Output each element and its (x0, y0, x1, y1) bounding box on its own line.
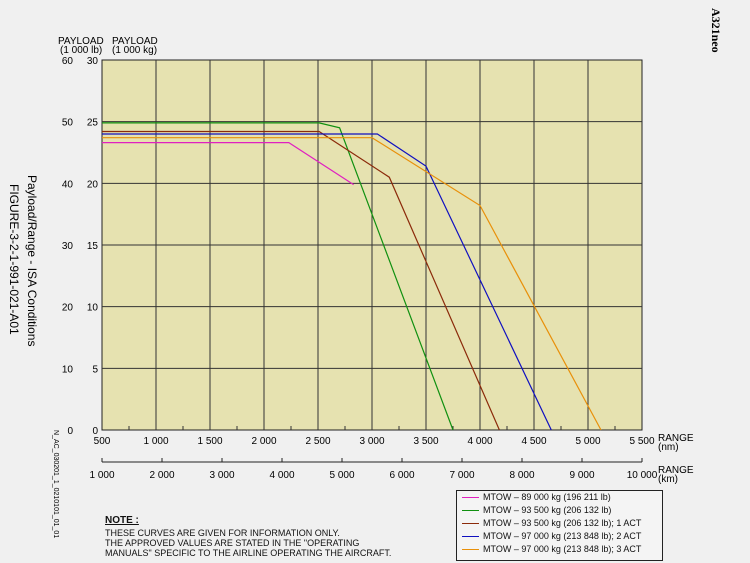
aircraft-label: A321neo (709, 8, 723, 53)
legend-label: MTOW – 89 000 kg (196 211 lb) (483, 492, 611, 502)
y-tick-label-lb: 40 (62, 179, 74, 190)
y-right-label-2: (1 000 kg) (112, 45, 157, 56)
x-label-km-1: RANGE (658, 465, 694, 476)
x-tick-label-km: 2 000 (149, 470, 174, 481)
series-line-4 (102, 133, 552, 431)
legend-swatch (462, 523, 479, 524)
x-tick-label-km: 8 000 (509, 470, 534, 481)
x-tick-label-km: 5 000 (329, 470, 354, 481)
y-tick-label-lb: 50 (62, 118, 74, 129)
document-ref: N_AC_030201_1_0210101_01_01 (52, 430, 59, 538)
km-axis: 1 000 2 000 3 000 4 000 5 000 6 000 7 000 8 000… (89, 458, 658, 481)
y-tick-label-kg: 10 (87, 303, 99, 314)
legend-label: MTOW – 93 500 kg (206 132 lb) (483, 505, 612, 515)
legend-item: MTOW – 97 000 kg (213 848 lb); 2 ACT (457, 530, 662, 543)
legend-item: MTOW – 93 500 kg (206 132 lb); 1 ACT (457, 517, 662, 530)
x-tick-label-km: 10 000 (627, 470, 658, 481)
legend: MTOW – 89 000 kg (196 211 lb) MTOW – 93 … (456, 490, 663, 561)
y-right-label-1: PAYLOAD (112, 36, 158, 47)
y-left-label-2: (1 000 lb) (60, 45, 102, 56)
legend-label: MTOW – 97 000 kg (213 848 lb); 2 ACT (483, 531, 642, 541)
note-line: THESE CURVES ARE GIVEN FOR INFORMATION O… (105, 528, 340, 538)
legend-item: MTOW – 93 500 kg (206 132 lb) (457, 504, 662, 517)
x-tick-label-km: 9 000 (569, 470, 594, 481)
y-tick-label-kg: 30 (87, 56, 99, 67)
ticks-layer: 500 1 000 1 500 2 000 2 500 3 000 3 500 4 000 4 … (62, 56, 655, 447)
legend-item: MTOW – 97 000 kg (213 848 lb); 3 ACT (457, 543, 662, 556)
x-tick-label-nm: 3 500 (413, 436, 438, 447)
series-line-1 (102, 142, 354, 186)
note-line: THE APPROVED VALUES ARE STATED IN THE "O… (105, 538, 360, 548)
x-label-nm-1: RANGE (658, 433, 694, 444)
series-line-2 (102, 122, 454, 431)
series-line-3 (102, 130, 500, 431)
note-title: NOTE : (105, 515, 139, 526)
y-left-label-1: PAYLOAD (58, 36, 104, 47)
y-tick-label-kg: 20 (87, 179, 99, 190)
note-body: THESE CURVES ARE GIVEN FOR INFORMATION O… (105, 528, 450, 558)
y-tick-label-lb: 0 (67, 426, 73, 437)
series-layer (102, 122, 602, 431)
y-tick-label-lb: 20 (62, 303, 74, 314)
legend-item: MTOW – 89 000 kg (196 211 lb) (457, 491, 662, 504)
legend-swatch (462, 549, 479, 550)
y-tick-label-lb: 30 (62, 241, 74, 252)
y-tick-label-lb: 10 (62, 364, 74, 375)
x-tick-label-nm: 5 500 (629, 436, 654, 447)
x-tick-label-nm: 500 (94, 436, 111, 447)
figure-title: Payload/Range - ISA Conditions (25, 175, 39, 346)
legend-swatch (462, 536, 479, 537)
y-tick-label-kg: 15 (87, 241, 99, 252)
x-tick-label-km: 3 000 (209, 470, 234, 481)
x-label-nm-2: (nm) (658, 442, 679, 453)
x-tick-label-nm: 3 000 (359, 436, 384, 447)
x-tick-label-km: 4 000 (269, 470, 294, 481)
series-line-5 (102, 137, 602, 431)
note-line: MANUALS" SPECIFIC TO THE AIRLINE OPERATI… (105, 548, 392, 558)
y-tick-label-kg: 5 (92, 364, 98, 375)
legend-swatch (462, 497, 479, 498)
x-tick-label-km: 1 000 (89, 470, 114, 481)
x-tick-label-km: 7 000 (449, 470, 474, 481)
x-tick-label-nm: 2 000 (251, 436, 276, 447)
x-tick-label-nm: 5 000 (575, 436, 600, 447)
x-tick-label-nm: 1 000 (143, 436, 168, 447)
y-tick-label-kg: 25 (87, 118, 99, 129)
grid (102, 60, 642, 430)
y-tick-label-kg: 0 (92, 426, 98, 437)
legend-label: MTOW – 93 500 kg (206 132 lb); 1 ACT (483, 518, 642, 528)
x-tick-label-nm: 4 000 (467, 436, 492, 447)
x-tick-label-nm: 2 500 (305, 436, 330, 447)
x-tick-label-nm: 1 500 (197, 436, 222, 447)
x-label-km-2: (km) (658, 474, 678, 485)
legend-label: MTOW – 97 000 kg (213 848 lb); 3 ACT (483, 544, 642, 554)
legend-swatch (462, 510, 479, 511)
figure-id: FIGURE-3-2-1-991-021-A01 (7, 184, 21, 335)
x-tick-label-nm: 4 500 (521, 436, 546, 447)
y-tick-label-lb: 60 (62, 56, 74, 67)
x-tick-label-km: 6 000 (389, 470, 414, 481)
